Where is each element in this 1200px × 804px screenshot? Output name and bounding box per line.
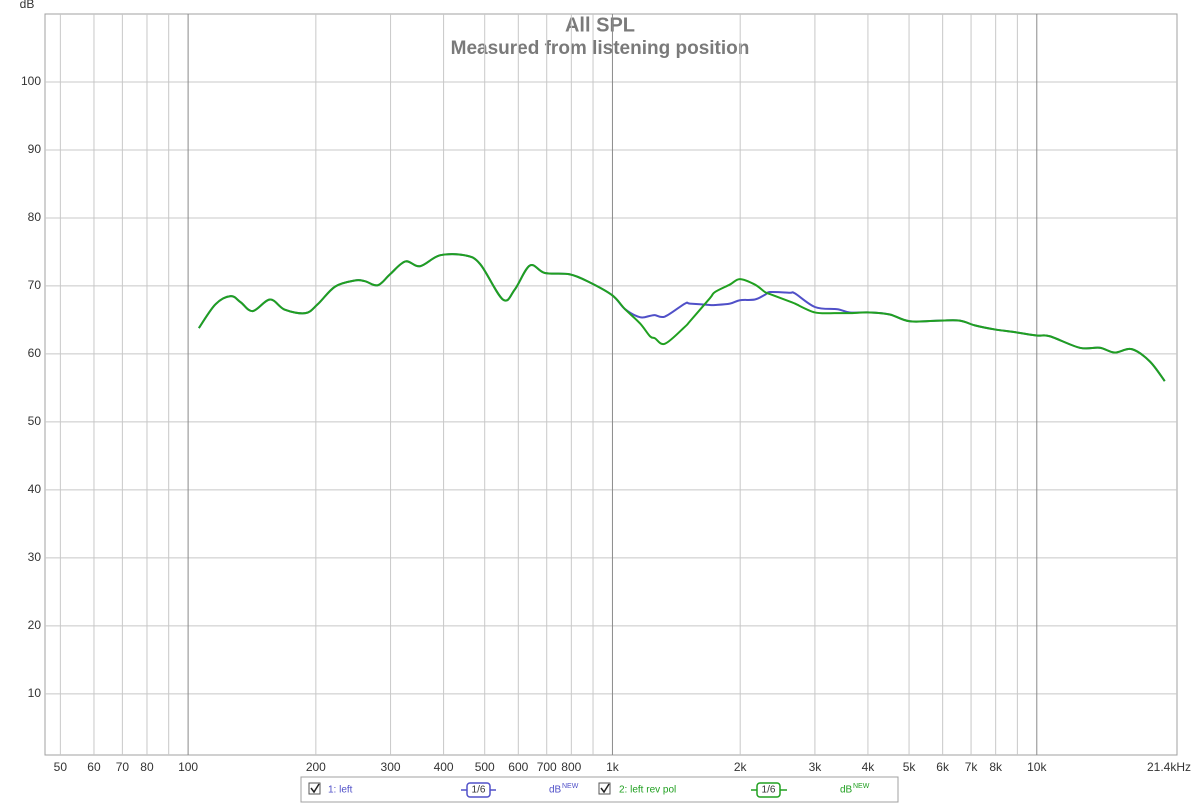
x-tick-label: 700 (537, 760, 557, 774)
x-tick-label: 70 (116, 760, 130, 774)
y-axis-label: dB (20, 0, 35, 11)
x-tick-label: 500 (475, 760, 495, 774)
series-line (198, 253, 1166, 382)
y-tick-label: 10 (28, 686, 42, 700)
smoothing-label: 1/6 (472, 785, 486, 796)
y-tick-label: 100 (21, 74, 41, 88)
y-tick-label: 40 (28, 482, 42, 496)
plot-area (44, 13, 1178, 756)
y-tick-label: 60 (28, 346, 42, 360)
x-tick-label: 10k (1027, 760, 1047, 774)
x-tick-label: 200 (306, 760, 326, 774)
legend-label[interactable]: 2: left rev pol (619, 785, 676, 796)
x-tick-label: 5k (903, 760, 917, 774)
y-tick-label: 50 (28, 414, 42, 428)
check-mark (600, 783, 610, 794)
unit-tag: NEW (853, 783, 870, 790)
chart-title: All SPL (565, 14, 635, 36)
y-tick-label: 20 (28, 618, 42, 632)
check-mark (310, 783, 320, 794)
unit-tag: NEW (562, 783, 579, 790)
x-tick-label: 4k (862, 760, 876, 774)
x-tick-label: 1k (606, 760, 620, 774)
smoothing-box[interactable] (466, 782, 491, 798)
x-tick-label: 21.4kHz (1147, 760, 1191, 774)
checkbox[interactable] (598, 782, 611, 795)
smoothing-box[interactable] (756, 782, 781, 798)
y-tick-label: 30 (28, 550, 42, 564)
x-tick-label: 50 (54, 760, 68, 774)
legend: 1: left 1/6 dB NEW 2: left rev pol 1/6 d… (300, 776, 899, 803)
unit-label: dB (549, 785, 562, 796)
smoothing-label: 1/6 (762, 785, 776, 796)
x-tick-label: 300 (381, 760, 401, 774)
unit-label: dB (840, 785, 853, 796)
x-tick-label: 3k (809, 760, 823, 774)
x-tick-label: 80 (140, 760, 154, 774)
chart-subtitle: Measured from listening position (451, 38, 750, 59)
x-tick-label: 6k (936, 760, 950, 774)
x-tick-label: 800 (561, 760, 581, 774)
x-tick-label: 7k (965, 760, 979, 774)
y-tick-label: 80 (28, 210, 42, 224)
x-tick-label: 2k (734, 760, 748, 774)
x-tick-label: 400 (434, 760, 454, 774)
legend-label[interactable]: 1: left (328, 785, 353, 796)
x-tick-label: 8k (989, 760, 1003, 774)
x-tick-label: 100 (178, 760, 198, 774)
y-tick-label: 90 (28, 142, 42, 156)
x-tick-label: 600 (508, 760, 528, 774)
x-tick-label: 60 (87, 760, 101, 774)
checkbox[interactable] (308, 782, 321, 795)
y-tick-label: 70 (28, 278, 42, 292)
